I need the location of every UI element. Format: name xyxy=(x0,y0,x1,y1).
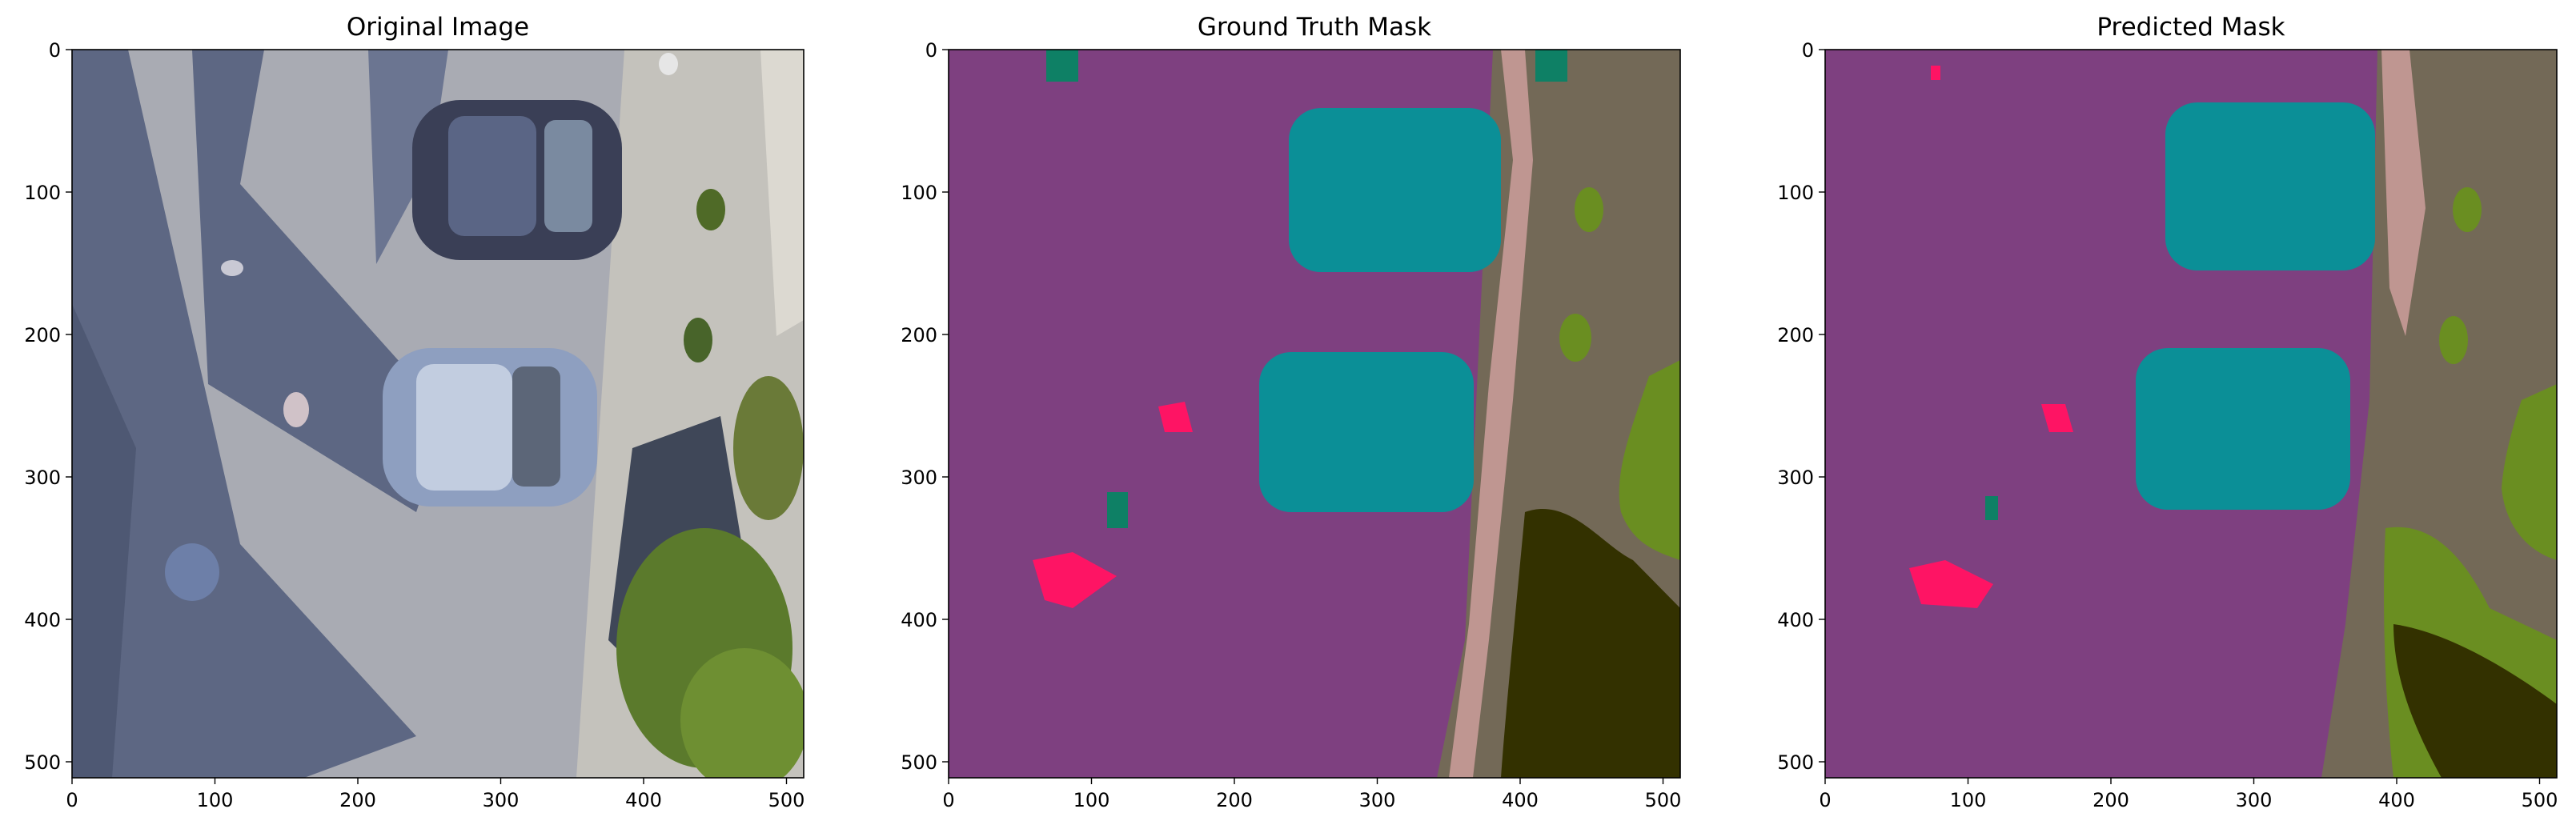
panel-original: Original Image xyxy=(24,13,804,811)
panel-title: Ground Truth Mask xyxy=(1198,13,1431,42)
x-tick-label: 300 xyxy=(483,789,520,811)
y-tick-label: 200 xyxy=(901,324,937,346)
x-tick-label: 500 xyxy=(1645,789,1682,811)
panel-ground-truth: Ground Truth Mask 0 100 xyxy=(901,13,1681,811)
x-tick-label: 100 xyxy=(1073,789,1110,811)
x-tick-label: 200 xyxy=(339,789,376,811)
y-tick-label: 200 xyxy=(24,324,61,346)
panel-title: Original Image xyxy=(347,13,529,42)
y-tick-label: 100 xyxy=(1777,182,1814,204)
y-axis: 0 100 200 300 400 500 xyxy=(1777,39,1825,774)
y-tick-label: 100 xyxy=(24,182,61,204)
y-axis: 0 100 200 300 400 500 xyxy=(24,39,72,774)
y-tick-label: 0 xyxy=(925,39,937,62)
y-axis: 0 100 200 300 400 500 xyxy=(901,39,949,774)
x-tick-label: 100 xyxy=(1950,789,1987,811)
ground-truth-mask xyxy=(949,50,1680,778)
y-tick-label: 0 xyxy=(49,39,61,62)
y-tick-label: 0 xyxy=(1802,39,1814,62)
x-tick-label: 200 xyxy=(1216,789,1253,811)
x-tick-label: 200 xyxy=(2092,789,2129,811)
x-tick-label: 400 xyxy=(1502,789,1539,811)
x-tick-label: 0 xyxy=(1819,789,1831,811)
y-tick-label: 200 xyxy=(1777,324,1814,346)
x-tick-label: 0 xyxy=(66,789,78,811)
y-tick-label: 400 xyxy=(901,609,937,631)
axes-frame xyxy=(71,49,804,779)
axes-frame xyxy=(1824,49,2558,779)
y-tick-label: 400 xyxy=(24,609,61,631)
x-tick-label: 400 xyxy=(2378,789,2415,811)
axes-frame xyxy=(948,49,1681,779)
x-axis: 0 100 200 300 400 500 xyxy=(942,778,1681,811)
y-tick-label: 300 xyxy=(1777,467,1814,489)
panel-predicted: Predicted Mask 0 100 2 xyxy=(1777,13,2558,811)
predicted-mask xyxy=(1825,50,2557,778)
y-tick-label: 300 xyxy=(24,467,61,489)
x-tick-label: 400 xyxy=(625,789,662,811)
x-tick-label: 500 xyxy=(2522,789,2558,811)
x-tick-label: 500 xyxy=(768,789,805,811)
panel-title: Predicted Mask xyxy=(2097,13,2285,42)
x-axis: 0 100 200 300 400 500 xyxy=(66,778,804,811)
x-tick-label: 100 xyxy=(197,789,234,811)
y-tick-label: 500 xyxy=(24,751,61,774)
y-tick-label: 400 xyxy=(1777,609,1814,631)
y-tick-label: 300 xyxy=(901,467,937,489)
aerial-photo xyxy=(72,50,804,778)
y-tick-label: 500 xyxy=(901,751,937,774)
x-tick-label: 300 xyxy=(1359,789,1396,811)
x-tick-label: 300 xyxy=(2236,789,2273,811)
x-axis: 0 100 200 300 400 500 xyxy=(1819,778,2558,811)
y-tick-label: 100 xyxy=(901,182,937,204)
y-tick-label: 500 xyxy=(1777,751,1814,774)
x-tick-label: 0 xyxy=(942,789,954,811)
